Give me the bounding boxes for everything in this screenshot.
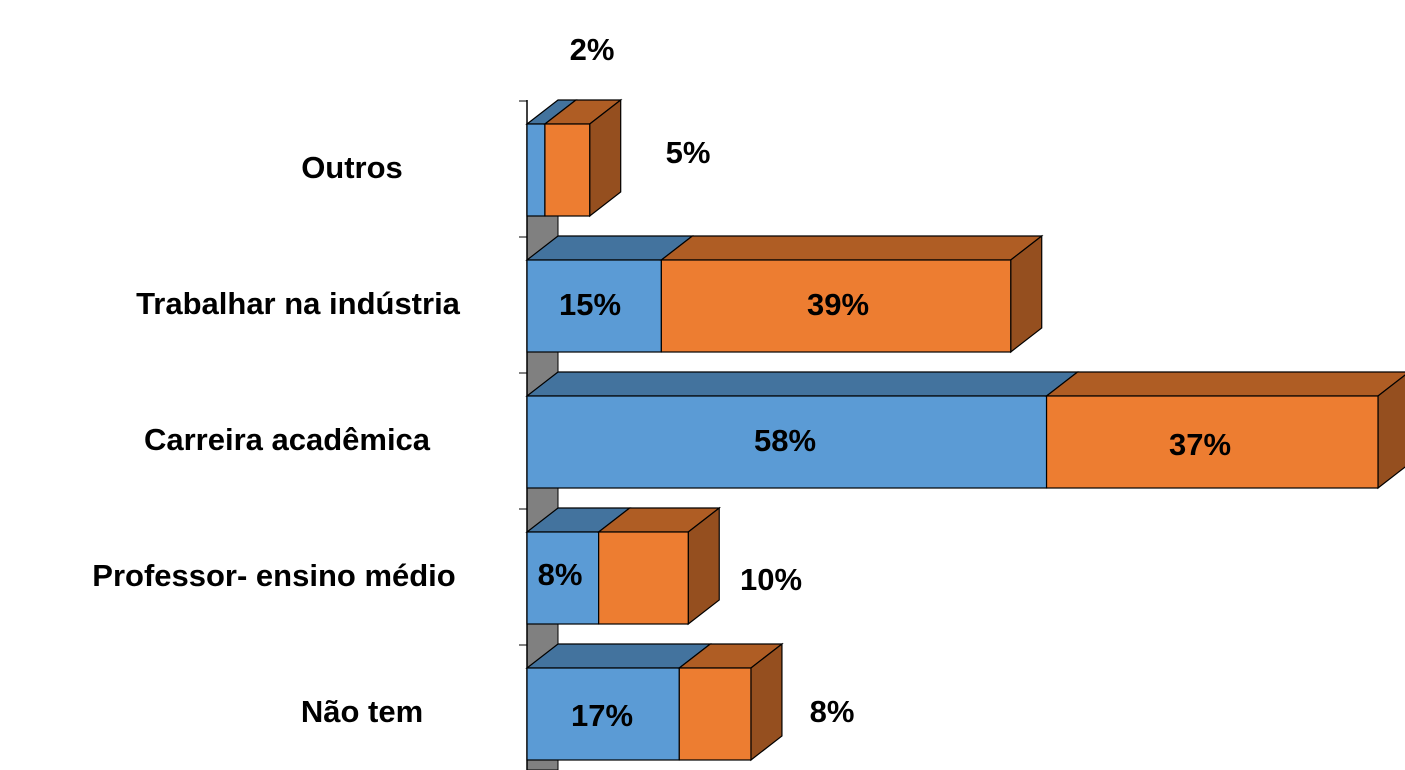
bar <box>598 531 689 625</box>
bar <box>660 259 1012 353</box>
value-label: 8% <box>810 694 855 729</box>
value-label: 58% <box>754 423 816 458</box>
value-label: 37% <box>1169 427 1231 462</box>
value-label: 10% <box>740 562 802 597</box>
value-label: 5% <box>666 135 711 170</box>
bar <box>526 531 600 625</box>
bar-top <box>1044 371 1405 397</box>
bar <box>526 123 546 217</box>
category-label: Carreira acadêmica <box>144 422 431 457</box>
bar <box>544 123 591 217</box>
bar-top <box>525 371 1080 397</box>
category-label: Trabalhar na indústria <box>136 286 461 321</box>
value-label: 8% <box>538 557 583 592</box>
bar <box>678 667 752 761</box>
value-label: 2% <box>570 32 615 67</box>
category-label: Professor- ensino médio <box>92 558 455 593</box>
category-label: Não tem <box>301 694 423 729</box>
value-label: 39% <box>807 287 869 322</box>
bar-top <box>659 235 1044 261</box>
bar <box>526 667 680 761</box>
value-label: 15% <box>559 287 621 322</box>
bar-top <box>525 643 713 669</box>
value-label: 17% <box>571 698 633 733</box>
bar <box>1045 395 1379 489</box>
category-label: Outros <box>301 150 403 185</box>
